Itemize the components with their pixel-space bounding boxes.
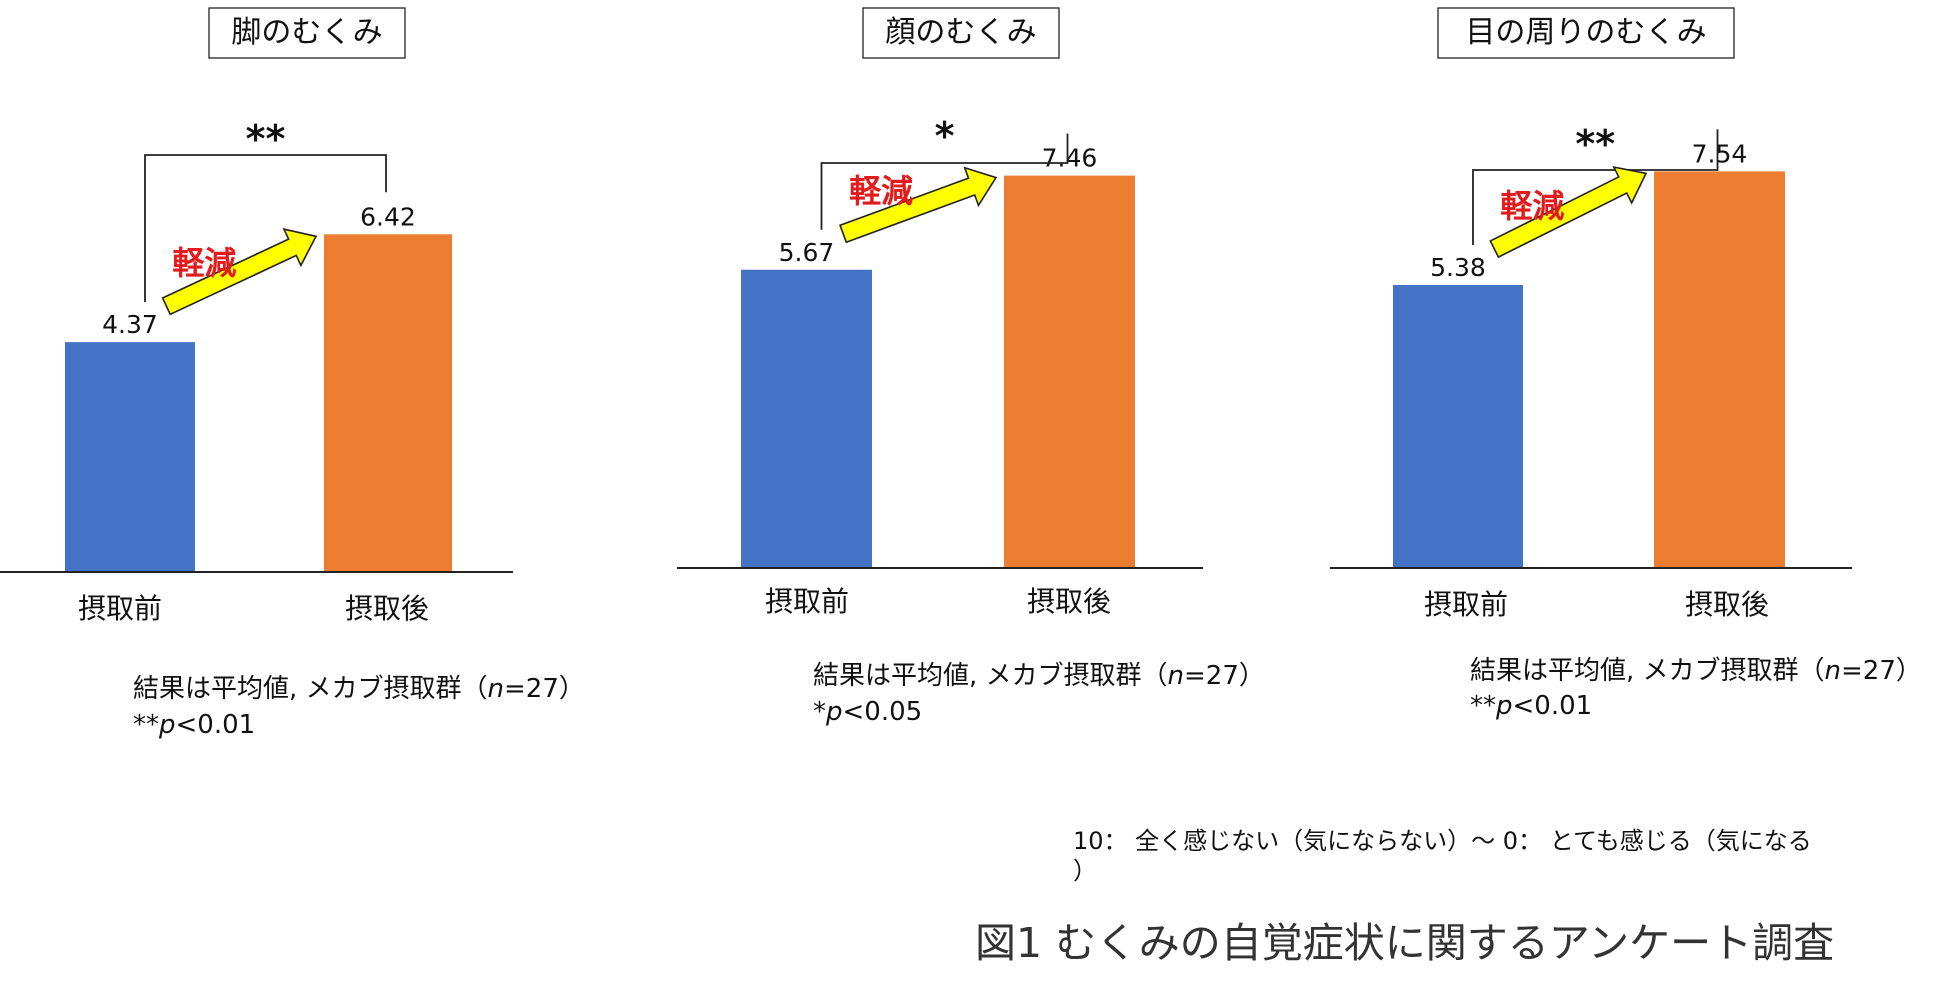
chart-title-box: 目の周りのむくみ <box>1437 7 1735 59</box>
reduction-arrow <box>1489 166 1648 259</box>
chart-title: 脚のむくみ <box>231 15 382 50</box>
x-tick-label: 摂取後 <box>1685 588 1769 621</box>
arrow-label: 軽減 <box>172 244 236 282</box>
x-tick-label: 摂取後 <box>1027 585 1111 618</box>
chart-title: 顔のむくみ <box>885 15 1036 50</box>
data-label: 6.42 <box>360 202 416 231</box>
result-note: 結果は平均値, メカブ摂取群（n=27） <box>813 661 1265 691</box>
data-label: 7.46 <box>1042 144 1098 173</box>
p-value: <0.01 <box>1513 691 1593 721</box>
p-value-note: **p<0.01 <box>133 710 255 740</box>
bar-after <box>324 234 452 573</box>
note-n-symbol: n <box>488 674 504 704</box>
significance-marker: * <box>935 114 955 158</box>
note-n-symbol: n <box>1168 661 1184 691</box>
data-label: 5.67 <box>779 238 835 267</box>
note-text: 結果は平均値, メカブ摂取群（ <box>813 661 1168 691</box>
note-n-symbol: n <box>1825 656 1841 686</box>
p-stars: ** <box>1470 691 1496 721</box>
reduction-arrow <box>161 228 318 316</box>
result-note: 結果は平均値, メカブ摂取群（n=27） <box>133 674 585 704</box>
bar-before <box>1393 285 1523 568</box>
significance-marker: ** <box>246 117 286 161</box>
scale-note-line: 10： 全く感じない（気にならない）～ 0： とても感じる（気になる <box>1073 827 1812 855</box>
note-text: =27） <box>504 674 585 704</box>
x-tick-label: 摂取後 <box>345 592 429 625</box>
bar-before <box>741 269 872 568</box>
scale-note: 10： 全く感じない（気にならない）～ 0： とても感じる（気になる） <box>1073 827 1812 885</box>
arrow-label: 軽減 <box>1500 187 1564 225</box>
reduction-arrow <box>839 166 998 244</box>
p-value: <0.01 <box>176 710 256 740</box>
arrow-shape <box>1489 166 1648 259</box>
significance-bracket <box>144 154 387 303</box>
chart-title-frame <box>208 7 406 59</box>
chart-title: 目の周りのむくみ <box>1465 15 1706 50</box>
p-symbol: p <box>158 710 176 740</box>
note-text: =27） <box>1184 661 1265 691</box>
x-tick-label: 摂取前 <box>78 592 162 625</box>
chart-title-box: 脚のむくみ <box>208 7 406 59</box>
note-text: =27） <box>1841 656 1922 686</box>
note-text: 結果は平均値, メカブ摂取群（ <box>1470 656 1825 686</box>
data-label: 4.37 <box>102 310 158 339</box>
chart-title-frame <box>1437 7 1735 59</box>
p-value: <0.05 <box>843 697 923 727</box>
note-text: 結果は平均値, メカブ摂取群（ <box>133 674 488 704</box>
data-label: 5.38 <box>1430 253 1486 282</box>
arrow-shape <box>839 166 998 244</box>
data-label: 7.54 <box>1692 139 1748 168</box>
arrow-shape <box>161 228 318 316</box>
figure-caption: 図1 むくみの自覚症状に関するアンケート調査 <box>975 919 1834 967</box>
bar-before <box>65 342 195 572</box>
p-stars: ** <box>133 710 159 740</box>
bar-after <box>1004 175 1135 568</box>
x-tick-label: 摂取前 <box>1424 588 1508 621</box>
significance-marker: ** <box>1575 122 1615 166</box>
p-value-note: **p<0.01 <box>1470 691 1592 721</box>
bar-after <box>1654 171 1785 568</box>
x-tick-label: 摂取前 <box>765 585 849 618</box>
significance-bracket <box>1472 129 1719 246</box>
chart-title-frame <box>862 7 1060 59</box>
result-note: 結果は平均値, メカブ摂取群（n=27） <box>1470 656 1922 686</box>
arrow-label: 軽減 <box>849 172 913 210</box>
p-value-note: *p<0.05 <box>813 697 922 727</box>
scale-note-line: ） <box>1073 857 1097 885</box>
chart-title-box: 顔のむくみ <box>862 7 1060 59</box>
p-symbol: p <box>825 697 843 727</box>
p-symbol: p <box>1495 691 1513 721</box>
p-stars: * <box>813 697 826 727</box>
significance-bracket <box>820 133 1069 230</box>
